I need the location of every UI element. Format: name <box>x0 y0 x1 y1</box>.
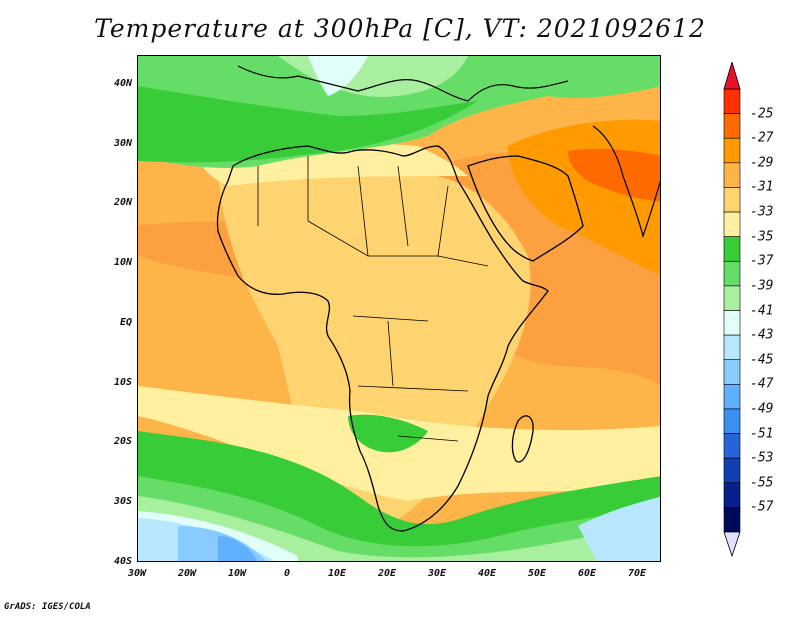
colorbar-box <box>723 285 741 311</box>
lon-label-40e: 40E <box>477 568 497 579</box>
colorbar-under-triangle <box>723 531 741 557</box>
coastline-europe <box>237 65 569 102</box>
colorbar-box <box>723 260 741 287</box>
border-lines <box>257 156 489 442</box>
colorbar-box <box>723 113 741 139</box>
lon-label-10e: 10E <box>327 568 347 579</box>
lon-label-10w: 10W <box>227 568 247 579</box>
colorbar-box <box>723 88 741 114</box>
lon-label-30w: 30W <box>127 568 147 579</box>
field-red-india <box>568 148 660 201</box>
colorbar-label: -27 <box>750 130 774 146</box>
field-darkgreen-north <box>138 86 478 163</box>
lat-label-30n: 30N <box>113 138 132 149</box>
field-lightblue-se <box>578 496 660 561</box>
colorbar-label: -45 <box>750 352 774 368</box>
colorbar-label: -57 <box>750 499 774 515</box>
colorbar-box <box>723 507 741 533</box>
lon-label-70e: 70E <box>627 568 647 579</box>
colorbar-box <box>723 384 741 410</box>
colorbar-box <box>723 162 741 188</box>
colorbar-label: -51 <box>750 426 774 442</box>
lon-label-20w: 20W <box>177 568 197 579</box>
lat-label-20s: 20S <box>113 436 132 447</box>
coastline-madagascar <box>511 415 534 463</box>
colorbar-label: -39 <box>750 278 774 294</box>
colorbar-box <box>723 137 741 164</box>
lat-label-40n: 40N <box>113 78 132 89</box>
map-title: Temperature at 300hPa [C], VT: 202109261… <box>94 14 706 43</box>
lat-label-30s: 30S <box>113 496 132 507</box>
colorbar-box <box>723 334 741 361</box>
colorbar-label: -33 <box>750 204 774 220</box>
field-green-patch <box>348 414 428 453</box>
colorbar-box <box>723 482 741 508</box>
coastline-africa <box>216 145 549 532</box>
lat-label-20n: 20N <box>113 197 132 208</box>
lon-label-0: 0 <box>283 568 291 579</box>
credit-text: GrADS: IGES/COLA <box>4 602 91 612</box>
colorbar-label: -35 <box>750 229 774 245</box>
colorbar-box <box>723 433 741 459</box>
lat-label-40s: 40S <box>113 556 132 567</box>
colorbar-box <box>723 310 741 336</box>
coastline-arabia <box>467 155 584 262</box>
colorbar-label: -37 <box>750 253 774 269</box>
lon-label-20e: 20E <box>377 568 397 579</box>
field-cyan-north <box>308 56 368 96</box>
colorbar-box <box>723 211 741 237</box>
lat-label-10n: 10N <box>113 257 132 268</box>
colorbar-label: -55 <box>750 475 774 491</box>
colorbar-label: -53 <box>750 450 774 466</box>
colorbar-label: -25 <box>750 106 774 122</box>
colorbar-label: -49 <box>750 401 774 417</box>
colorbar-label: -43 <box>750 327 774 343</box>
colorbar-label: -41 <box>750 303 774 318</box>
colorbar-box <box>723 408 741 434</box>
lon-label-50e: 50E <box>527 568 547 579</box>
colorbar-label: -29 <box>750 155 774 171</box>
temperature-map <box>137 55 661 562</box>
colorbar-box <box>723 457 741 484</box>
lon-label-60e: 60E <box>577 568 597 579</box>
colorbar <box>723 62 741 557</box>
field-blue2-south <box>218 536 257 561</box>
coastline-india <box>592 125 660 239</box>
colorbar-box <box>723 236 741 262</box>
colorbar-box <box>723 359 741 385</box>
colorbar-label: -47 <box>750 376 774 392</box>
lat-label-10s: 10S <box>113 377 132 388</box>
lat-label-eq: EQ <box>119 317 132 328</box>
lon-label-30e: 30E <box>427 568 447 579</box>
colorbar-box <box>723 187 741 213</box>
colorbar-over-triangle <box>723 62 741 90</box>
colorbar-label: -31 <box>750 179 774 195</box>
